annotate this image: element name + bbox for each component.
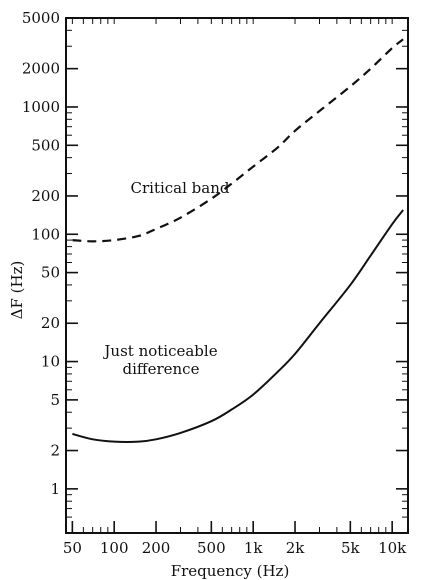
y-tick-label: 100 — [31, 225, 60, 243]
y-tick-label: 200 — [31, 187, 60, 205]
y-tick-label: 2000 — [22, 60, 60, 78]
x-ticks: 50 100 200 500 1k 2k 5k 10k — [63, 521, 407, 557]
x-tick-label: 1k — [244, 539, 264, 557]
y-tick-label: 20 — [41, 314, 60, 332]
x-tick-label: 100 — [100, 539, 129, 557]
jnd-line — [72, 209, 404, 443]
annotation-critical-band-line-0: Critical band — [131, 179, 230, 197]
x-tick-label: 50 — [63, 539, 82, 557]
y-tick-label: 2 — [50, 442, 60, 460]
x-axis-title: Frequency (Hz) — [171, 562, 290, 580]
y-tick-label: 10 — [41, 353, 60, 371]
x-tick-label: 5k — [341, 539, 361, 557]
x-tick-label: 200 — [142, 539, 171, 557]
y-minor-ticks — [66, 29, 408, 518]
critical-band-line — [72, 38, 404, 243]
y-tick-label: 5 — [50, 391, 60, 409]
y-tick-label: 50 — [41, 264, 60, 282]
x-tick-label: 500 — [197, 539, 226, 557]
y-tick-label: 1000 — [22, 98, 60, 116]
annotation-jnd-line-0: Just noticeable — [102, 342, 217, 360]
series-layer — [72, 38, 404, 443]
annotation-jnd-line-1: difference — [123, 360, 200, 378]
x-tick-label: 2k — [286, 539, 306, 557]
y-tick-label: 1 — [50, 480, 60, 498]
y-tick-label: 500 — [31, 136, 60, 154]
y-ticks: 1 2 5 10 20 50 100 200 500 1000 2000 5000 — [22, 9, 408, 498]
x-tick-label: 10k — [378, 539, 407, 557]
y-tick-label: 5000 — [22, 9, 60, 27]
y-axis-title: ΔF (Hz) — [8, 261, 26, 320]
plot-frame — [65, 17, 409, 534]
x-minor-ticks — [71, 18, 393, 533]
